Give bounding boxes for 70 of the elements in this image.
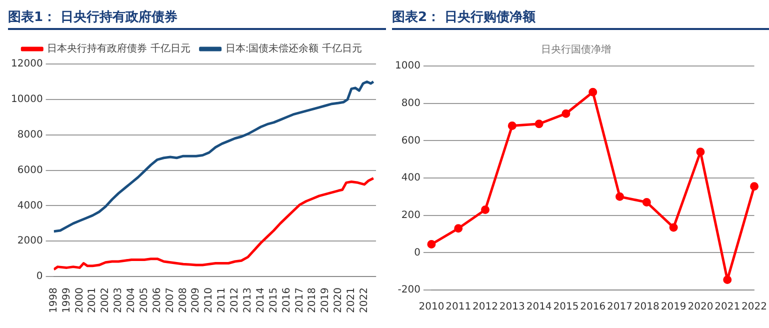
- x-tick-label: 2004: [126, 288, 138, 314]
- point: [723, 275, 732, 284]
- point: [481, 205, 490, 214]
- x-tick-label: 2015: [268, 288, 280, 314]
- x-tick-label: 2020: [688, 302, 714, 313]
- point: [508, 121, 516, 130]
- point: [427, 240, 436, 249]
- y-tick-label: 1000: [394, 60, 420, 72]
- x-tick-label: 2006: [152, 288, 163, 314]
- x-tick-label: 2015: [553, 302, 579, 313]
- x-tick-label: 2020: [333, 288, 344, 314]
- y-tick-label: 8000: [17, 129, 43, 140]
- point: [642, 198, 651, 207]
- point: [750, 182, 759, 191]
- point: [454, 224, 463, 233]
- x-tick-label: 2014: [255, 288, 266, 314]
- y-tick-label: 12000: [11, 58, 43, 70]
- x-tick-label: 2022: [358, 288, 370, 314]
- x-tick-label: 2013: [242, 288, 254, 314]
- x-tick-label: 2010: [418, 302, 444, 313]
- x-tick-label: 2011: [446, 302, 472, 313]
- chart-title: 图表2： 日央行购债净额: [392, 8, 769, 30]
- point: [534, 120, 544, 128]
- y-tick-label: 600: [401, 135, 420, 146]
- x-tick-label: 2016: [281, 288, 292, 314]
- y-tick-label: -200: [398, 284, 420, 296]
- chart-title: 图表1： 日央行持有政府债券: [8, 8, 386, 30]
- x-tick-label: 2012: [472, 302, 498, 313]
- y-tick-label: 10000: [11, 94, 43, 106]
- point: [696, 148, 705, 156]
- x-tick-label: 2021: [346, 288, 358, 314]
- x-tick-label: 2018: [307, 288, 318, 314]
- y-tick-label: 6000: [17, 164, 43, 176]
- x-tick-label: 2017: [607, 302, 632, 313]
- x-tick-label: 2008: [178, 288, 189, 314]
- x-tick-label: 2005: [138, 288, 150, 314]
- x-tick-label: 2010: [204, 288, 215, 314]
- y-tick-label: 800: [401, 98, 420, 109]
- x-tick-label: 2022: [742, 302, 767, 313]
- x-tick-label: 2003: [113, 288, 124, 314]
- x-tick-label: 2000: [74, 288, 86, 314]
- point: [616, 192, 624, 201]
- x-tick-label: 2002: [100, 288, 112, 314]
- chart-subtitle: 日央行国债净增: [541, 44, 611, 56]
- y-tick-label: 200: [401, 210, 420, 221]
- y-tick-label: 4000: [17, 200, 43, 212]
- point: [562, 109, 570, 118]
- x-tick-label: 2016: [580, 302, 606, 313]
- point: [588, 88, 598, 96]
- x-tick-label: 2011: [216, 288, 228, 314]
- x-tick-label: 2017: [294, 288, 306, 314]
- legend-label: 日本:国债未偿还余额 千亿日元: [225, 42, 362, 55]
- x-tick-label: 2019: [660, 302, 686, 313]
- y-tick-label: 400: [401, 172, 420, 184]
- x-tick-label: 2014: [526, 302, 552, 313]
- x-tick-label: 2001: [87, 288, 98, 314]
- x-tick-label: 2021: [714, 302, 740, 313]
- point: [669, 223, 678, 232]
- y-tick-label: 0: [414, 247, 420, 258]
- legend-label: 日本央行持有政府债券 千亿日元: [47, 42, 190, 55]
- x-tick-label: 1999: [61, 288, 72, 314]
- x-tick-label: 2007: [164, 288, 176, 314]
- y-tick-label: 2000: [17, 236, 43, 247]
- y-tick-label: 0: [36, 271, 43, 282]
- x-tick-label: 1998: [48, 288, 60, 314]
- x-tick-label: 2019: [320, 288, 332, 314]
- x-tick-label: 2009: [190, 288, 202, 314]
- x-tick-label: 2018: [634, 302, 660, 313]
- x-tick-label: 2013: [499, 302, 525, 313]
- x-tick-label: 2012: [230, 288, 241, 314]
